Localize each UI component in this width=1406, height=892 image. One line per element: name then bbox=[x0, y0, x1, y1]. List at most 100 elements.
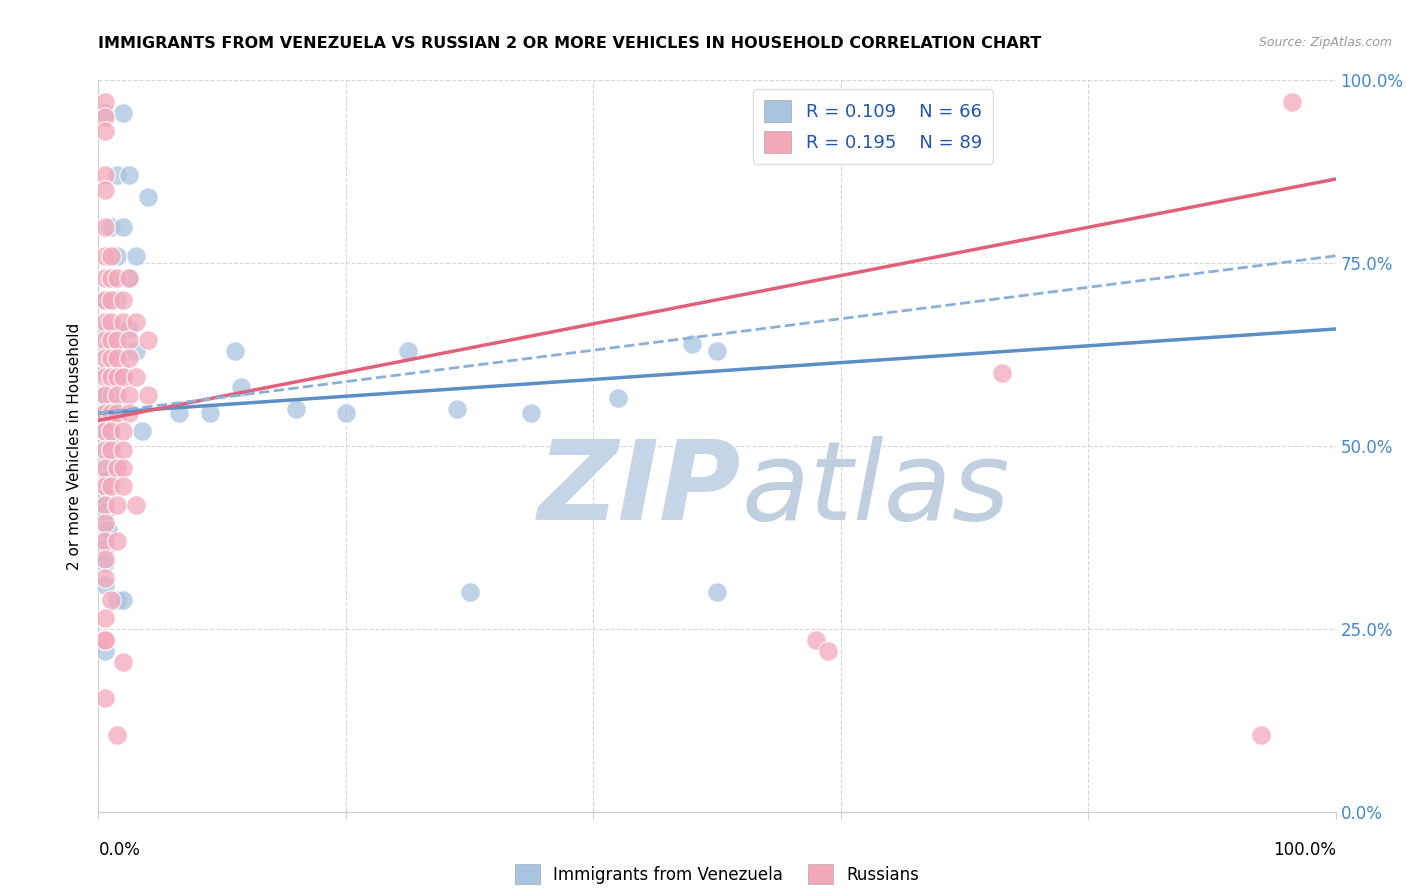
Point bbox=[105, 461, 128, 475]
Point bbox=[105, 406, 128, 420]
Point bbox=[100, 351, 122, 366]
Point bbox=[93, 458, 115, 472]
Point bbox=[105, 249, 128, 263]
Point bbox=[105, 169, 128, 183]
Point bbox=[93, 388, 115, 402]
Point bbox=[118, 270, 141, 285]
Point bbox=[93, 366, 115, 380]
Point bbox=[100, 270, 122, 285]
Point bbox=[118, 169, 141, 183]
Point bbox=[93, 106, 115, 120]
Point bbox=[97, 523, 120, 537]
Point bbox=[93, 461, 115, 475]
Point bbox=[93, 571, 115, 585]
Point bbox=[93, 110, 115, 124]
Point bbox=[93, 388, 115, 402]
Point bbox=[93, 498, 115, 512]
Point bbox=[1281, 95, 1303, 110]
Point bbox=[93, 183, 115, 197]
Point bbox=[229, 380, 252, 394]
Point bbox=[100, 479, 122, 493]
Point bbox=[93, 442, 115, 457]
Point bbox=[990, 366, 1012, 380]
Point bbox=[93, 439, 115, 453]
Point bbox=[93, 95, 115, 110]
Point bbox=[93, 369, 115, 384]
Point bbox=[93, 293, 115, 307]
Point bbox=[706, 343, 728, 358]
Point bbox=[93, 270, 115, 285]
Point bbox=[458, 585, 481, 599]
Point bbox=[93, 169, 115, 183]
Point bbox=[100, 458, 122, 472]
Point bbox=[105, 293, 128, 307]
Point bbox=[100, 425, 122, 439]
Text: 0.0%: 0.0% bbox=[98, 841, 141, 859]
Point bbox=[118, 270, 141, 285]
Point bbox=[124, 249, 146, 263]
Point bbox=[124, 369, 146, 384]
Point bbox=[198, 406, 221, 420]
Point bbox=[112, 343, 135, 358]
Point bbox=[105, 322, 128, 336]
Text: Source: ZipAtlas.com: Source: ZipAtlas.com bbox=[1258, 36, 1392, 49]
Point bbox=[100, 406, 122, 420]
Point bbox=[118, 406, 141, 420]
Point bbox=[93, 249, 115, 263]
Point bbox=[93, 534, 115, 549]
Point bbox=[706, 585, 728, 599]
Point bbox=[224, 343, 246, 358]
Point bbox=[93, 505, 115, 519]
Point bbox=[93, 541, 115, 556]
Legend: Immigrants from Venezuela, Russians: Immigrants from Venezuela, Russians bbox=[508, 857, 927, 891]
Point bbox=[118, 322, 141, 336]
Point bbox=[93, 333, 115, 347]
Point bbox=[136, 333, 159, 347]
Point bbox=[335, 406, 357, 420]
Text: ZIP: ZIP bbox=[538, 436, 742, 543]
Point bbox=[124, 343, 146, 358]
Point bbox=[118, 351, 141, 366]
Point bbox=[93, 322, 115, 336]
Point bbox=[93, 219, 115, 234]
Point bbox=[100, 592, 122, 607]
Point bbox=[112, 425, 135, 439]
Point bbox=[100, 366, 122, 380]
Point bbox=[112, 219, 135, 234]
Point bbox=[804, 632, 827, 647]
Point bbox=[112, 106, 135, 120]
Point bbox=[112, 655, 135, 669]
Point bbox=[93, 479, 115, 493]
Point bbox=[124, 498, 146, 512]
Text: atlas: atlas bbox=[742, 436, 1011, 543]
Point bbox=[100, 219, 122, 234]
Point bbox=[100, 333, 122, 347]
Point bbox=[100, 369, 122, 384]
Point bbox=[93, 691, 115, 706]
Point bbox=[93, 523, 115, 537]
Point bbox=[100, 439, 122, 453]
Point bbox=[112, 369, 135, 384]
Point bbox=[285, 402, 308, 417]
Point bbox=[93, 611, 115, 625]
Point bbox=[131, 425, 153, 439]
Point bbox=[93, 552, 115, 566]
Point bbox=[93, 343, 115, 358]
Point bbox=[105, 406, 128, 420]
Point bbox=[100, 425, 122, 439]
Point bbox=[136, 388, 159, 402]
Point bbox=[93, 556, 115, 570]
Point bbox=[105, 270, 128, 285]
Point bbox=[93, 578, 115, 592]
Text: 100.0%: 100.0% bbox=[1272, 841, 1336, 859]
Point bbox=[93, 293, 115, 307]
Point bbox=[105, 388, 128, 402]
Point bbox=[817, 644, 839, 658]
Point bbox=[112, 293, 135, 307]
Point bbox=[93, 516, 115, 530]
Point bbox=[93, 490, 115, 504]
Point bbox=[1250, 728, 1272, 742]
Point bbox=[93, 644, 115, 658]
Point bbox=[112, 592, 135, 607]
Point bbox=[396, 343, 419, 358]
